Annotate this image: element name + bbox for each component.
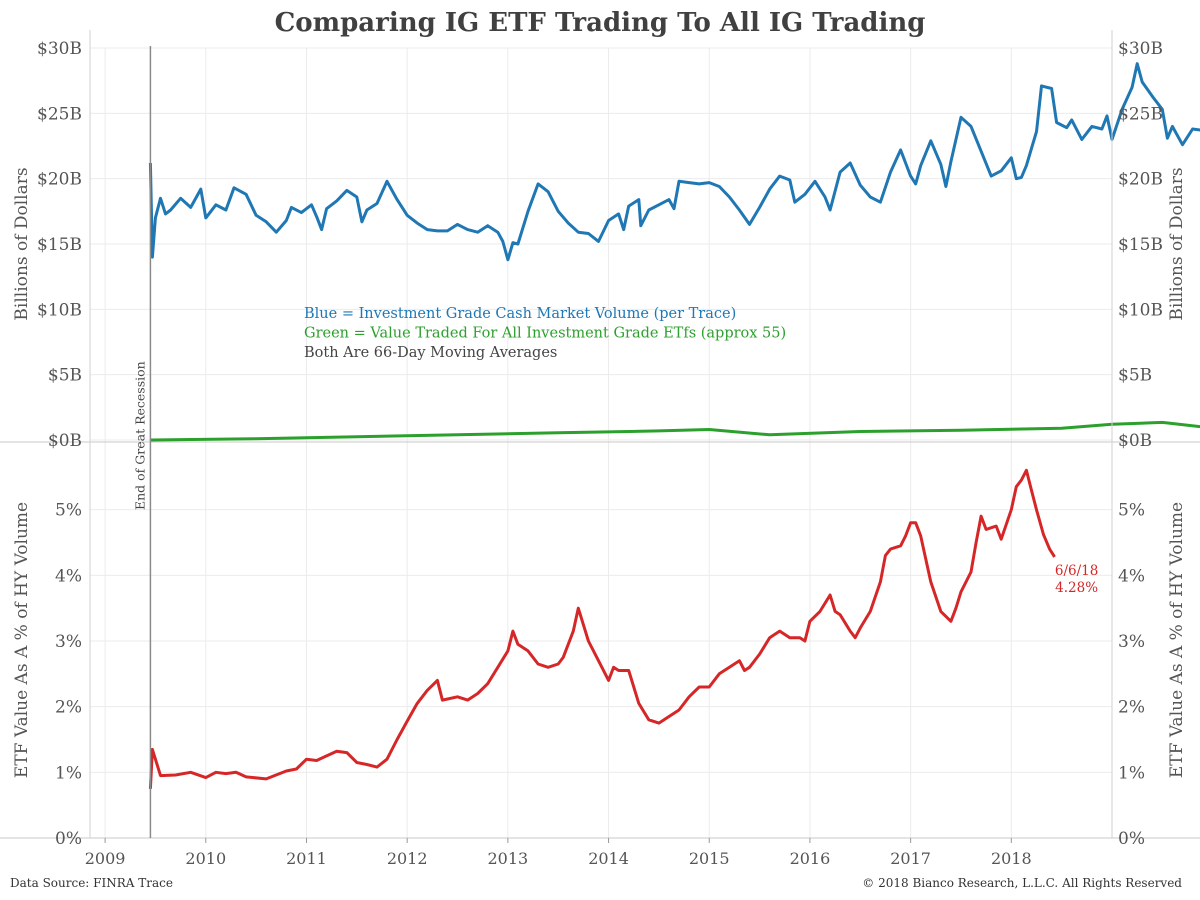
bottom-left-axis-title: ETF Value As A % of HY Volume [12,502,32,778]
top-right-y-tick-label: $5B [1118,366,1152,386]
red-end-label-date: 6/6/18 [1055,563,1098,579]
top-right-y-tick-label: $0B [1118,431,1152,451]
top-left-y-tick-label: $0B [48,431,82,451]
x-tick-label: 2009 [85,849,126,868]
axis-layer: $0B $0B $5B $5B $10B $10B $15B $15B $20B $20B $25B… [0,30,1200,868]
copyright-note: © 2018 Bianco Research, L.L.C. All Right… [862,876,1182,890]
bottom-right-y-tick-label: 4% [1118,566,1145,586]
top-left-axis-title: Billions of Dollars [12,167,32,320]
x-tick-label: 2016 [790,849,831,868]
bottom-left-y-tick-label: 3% [55,632,82,652]
bottom-right-axis-title: ETF Value As A % of HY Volume [1167,502,1187,778]
top-right-axis-title: Billions of Dollars [1167,167,1187,320]
legend-note-3: Both Are 66-Day Moving Averages [304,345,557,361]
legend-note-2: Green = Value Traded For All Investment … [304,326,786,342]
red-end-label-value: 4.28% [1055,580,1098,596]
bottom-right-y-tick-label: 5% [1118,501,1145,521]
top-left-y-tick-label: $25B [37,104,82,124]
grid-layer [90,47,1112,839]
x-tick-label: 2011 [286,849,327,868]
top-left-y-tick-label: $15B [37,235,82,255]
x-tick-label: 2013 [488,849,529,868]
top-right-y-tick-label: $30B [1118,39,1163,59]
bottom-right-y-tick-label: 1% [1118,763,1145,783]
top-left-y-tick-label: $20B [37,170,82,190]
legend-note-1: Blue = Investment Grade Cash Market Volu… [304,306,736,322]
top-left-y-tick-label: $30B [37,39,82,59]
bottom-left-y-tick-label: 4% [55,566,82,586]
series-layer [148,62,1200,789]
data-source-note: Data Source: FINRA Trace [10,876,173,890]
top-left-y-tick-label: $5B [48,366,82,386]
top-right-y-tick-label: $25B [1118,104,1163,124]
bottom-right-y-tick-label: 0% [1118,829,1145,849]
bottom-right-y-tick-label: 3% [1118,632,1145,652]
series-line-green [150,420,1200,442]
annotation-layer: End of Great Recession$26.12B$1.12B6/6/1… [132,306,1098,596]
bottom-right-y-tick-label: 2% [1118,698,1145,718]
x-tick-label: 2015 [689,849,730,868]
x-tick-label: 2017 [890,849,931,868]
top-left-y-tick-label: $10B [37,300,82,320]
top-right-y-tick-label: $20B [1118,170,1163,190]
top-right-y-tick-label: $10B [1118,300,1163,320]
reference-line-label: End of Great Recession [132,361,147,510]
x-tick-label: 2010 [185,849,226,868]
bottom-left-y-tick-label: 2% [55,698,82,718]
x-tick-label: 2018 [991,849,1032,868]
x-tick-label: 2012 [387,849,428,868]
chart-title: Comparing IG ETF Trading To All IG Tradi… [274,8,926,38]
series-line-blue [148,62,1200,262]
series-line-red [148,468,1056,789]
x-tick-label: 2014 [588,849,629,868]
bottom-left-y-tick-label: 0% [55,829,82,849]
bottom-left-y-tick-label: 5% [55,501,82,521]
top-right-y-tick-label: $15B [1118,235,1163,255]
bottom-left-y-tick-label: 1% [55,763,82,783]
